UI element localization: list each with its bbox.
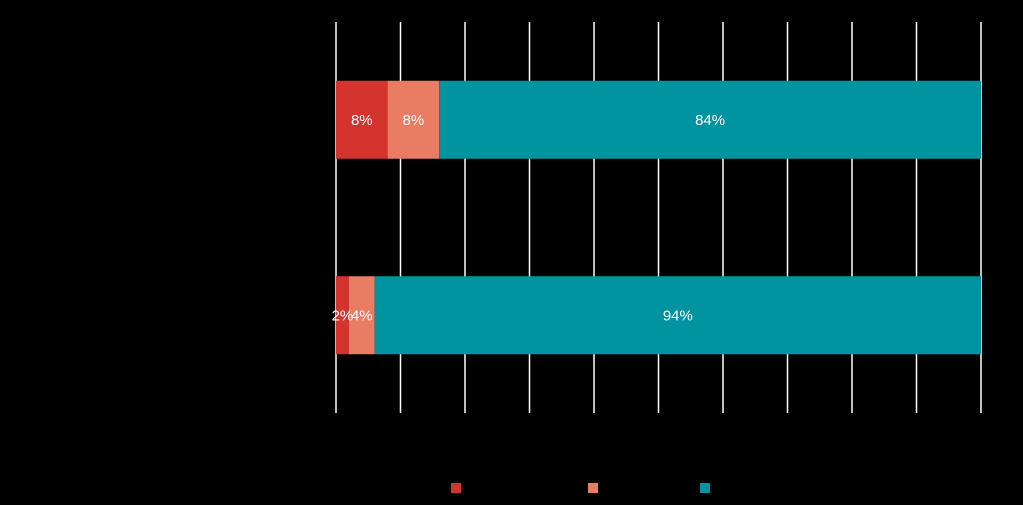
data-label: 2%: [332, 307, 354, 324]
bar-segment: [439, 80, 981, 159]
data-label: 4%: [351, 307, 373, 324]
bar-segment: [348, 276, 375, 355]
bars: [336, 80, 981, 355]
bar-segment: [387, 80, 440, 159]
bar-segment: [336, 80, 388, 159]
bar-segment: [374, 276, 981, 355]
data-label: 8%: [351, 112, 373, 129]
data-labels: 8% 8% 84% 2%4% 94%: [332, 112, 726, 325]
bar-segment: [336, 276, 349, 355]
legend-swatch: [451, 483, 461, 493]
data-label: 8%: [403, 112, 425, 129]
data-label: 94%: [663, 307, 693, 324]
legend-swatch: [700, 483, 710, 493]
legend-swatch: [588, 483, 598, 493]
gridlines: [335, 22, 982, 413]
legend: [451, 483, 710, 493]
data-label: 84%: [695, 112, 725, 129]
